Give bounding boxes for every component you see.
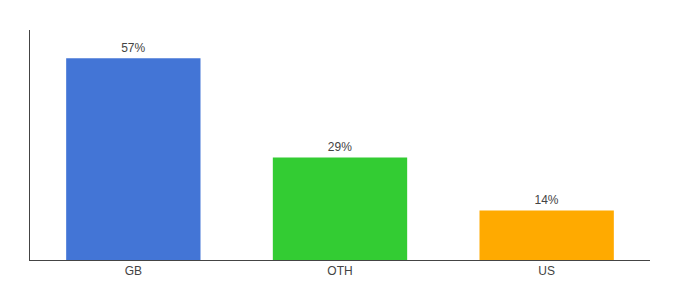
svg-text:OTH: OTH <box>327 264 352 278</box>
svg-text:GB: GB <box>125 264 142 278</box>
svg-text:14%: 14% <box>534 193 558 207</box>
svg-text:29%: 29% <box>328 140 352 154</box>
svg-text:57%: 57% <box>121 41 145 55</box>
svg-text:US: US <box>538 264 555 278</box>
